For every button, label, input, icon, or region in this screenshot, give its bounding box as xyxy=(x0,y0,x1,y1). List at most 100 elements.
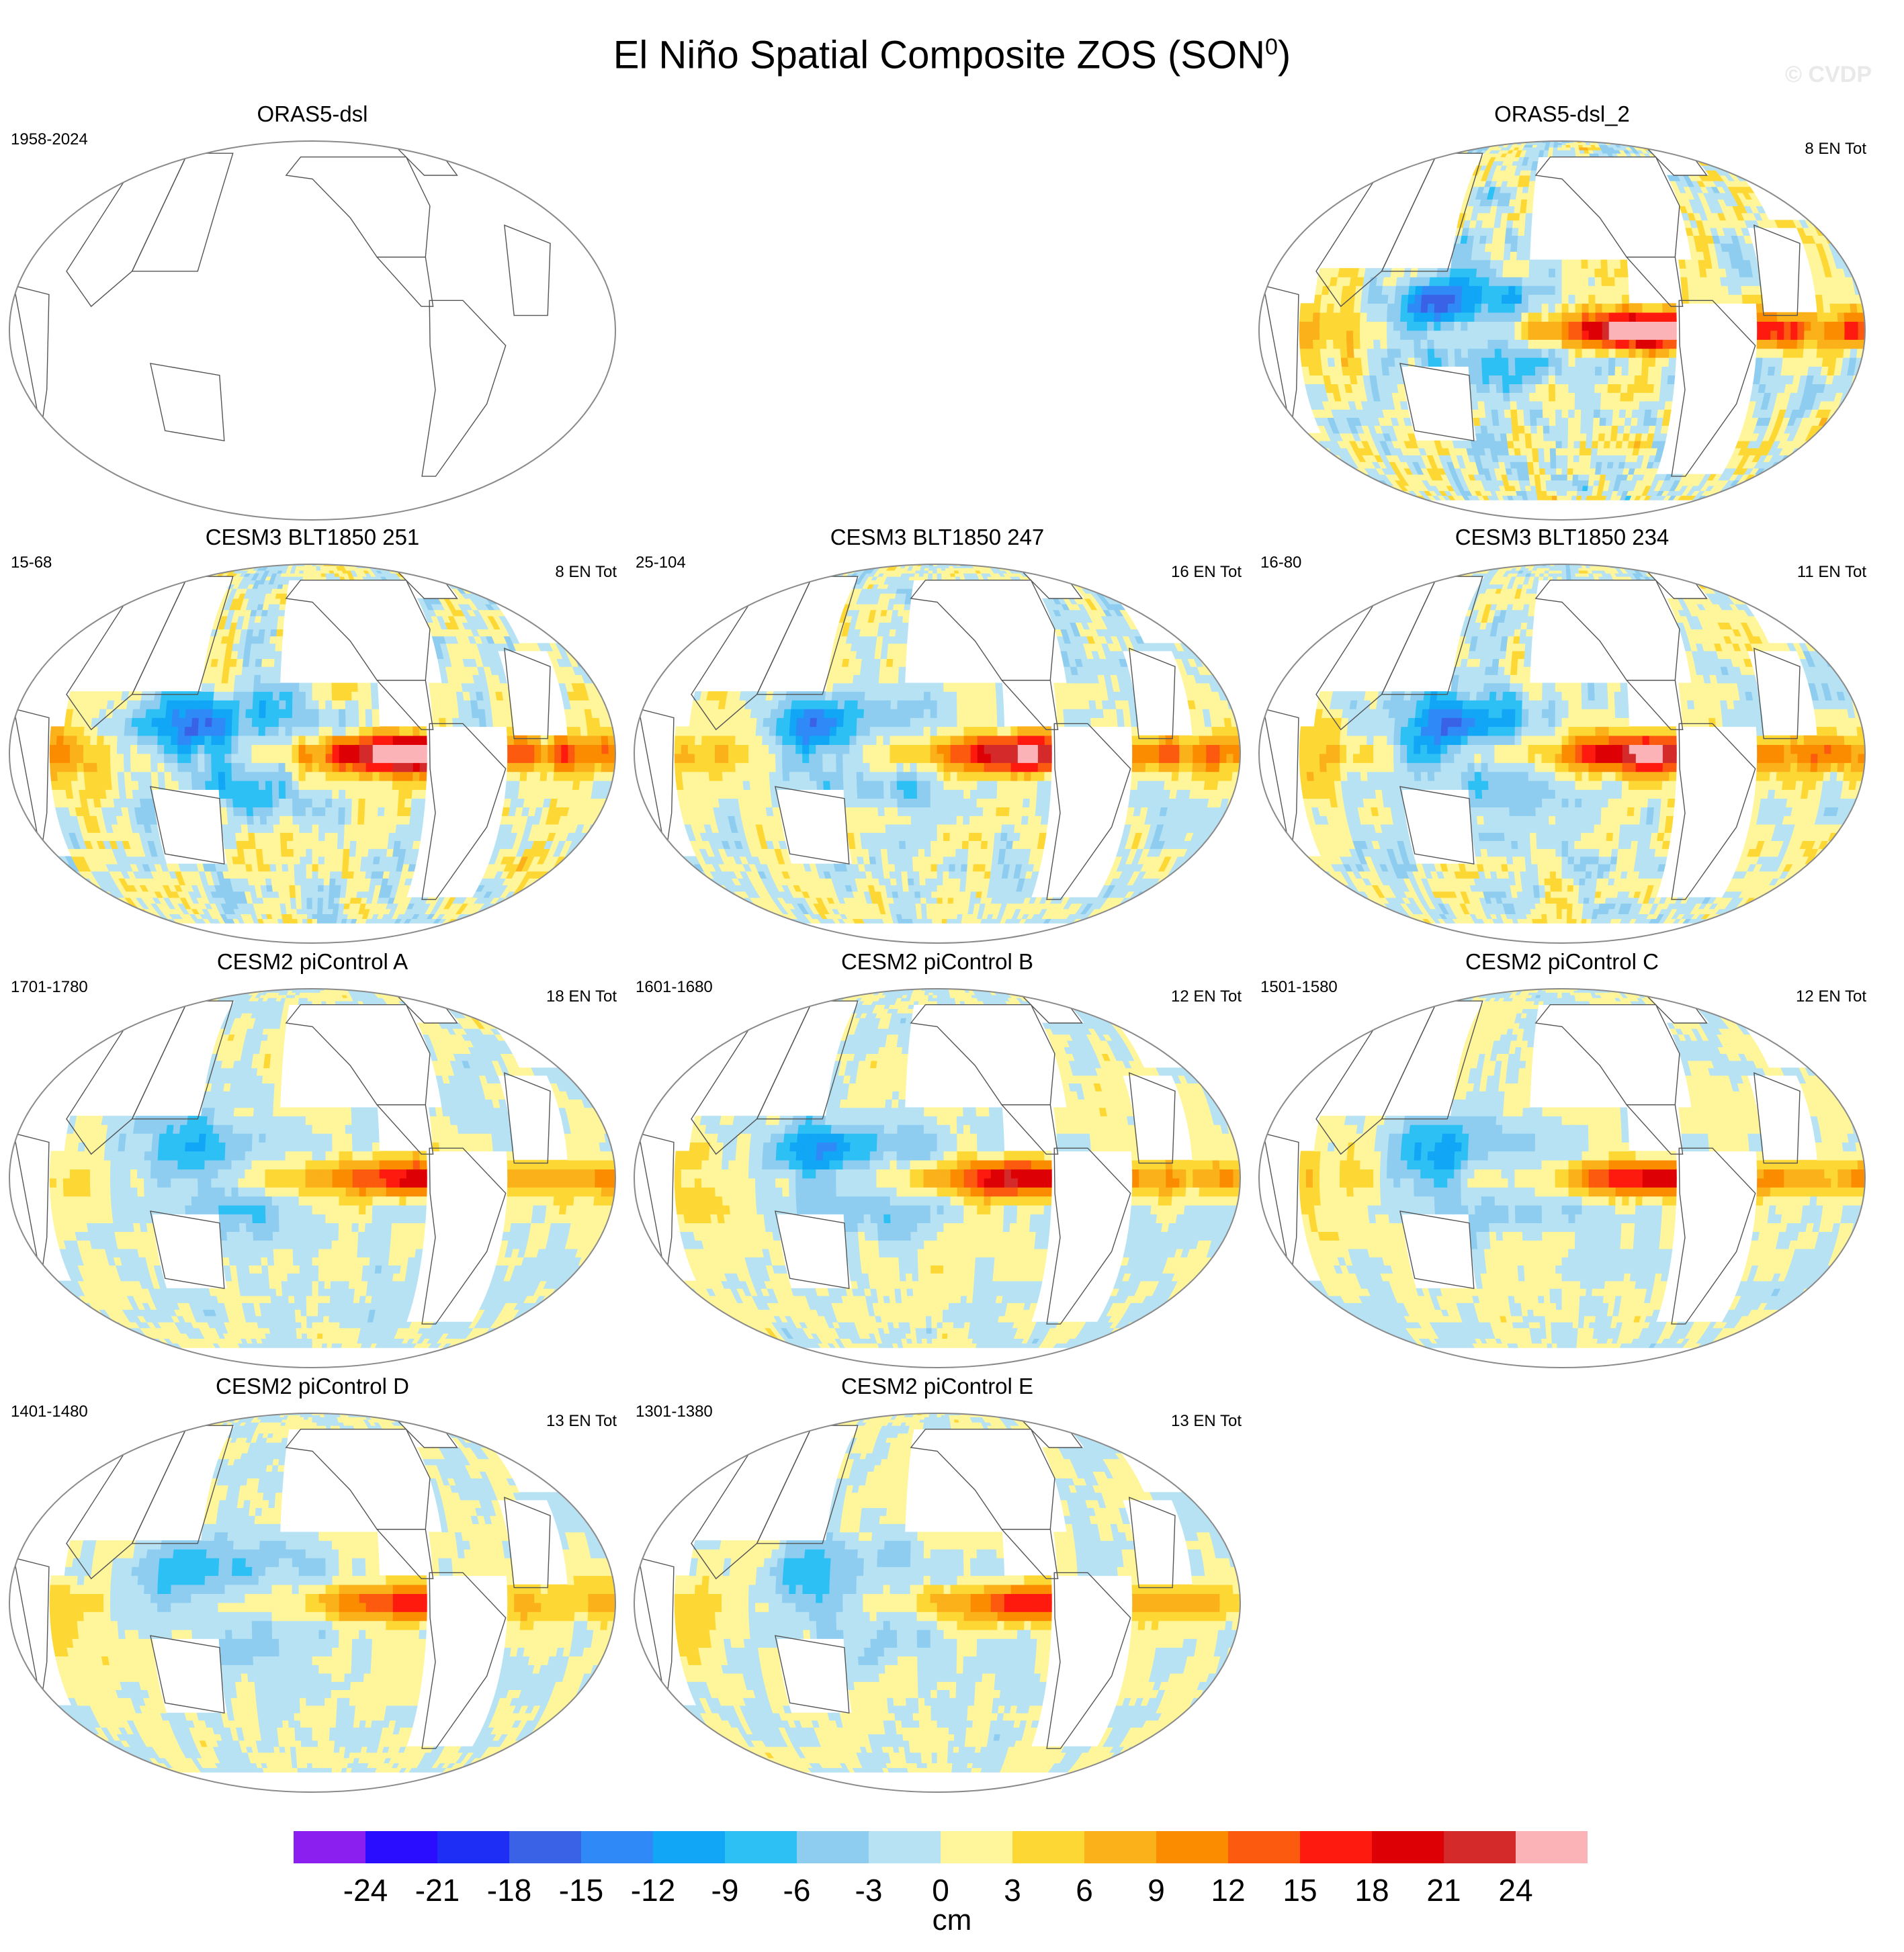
field-cells xyxy=(34,989,615,1348)
colorbar-swatch xyxy=(1228,1831,1300,1863)
map-panel: ORAS5-dsl 1958-2024 xyxy=(0,101,625,531)
panel-years-label: 1301-1380 xyxy=(636,1403,713,1421)
map-border xyxy=(1258,988,1866,1368)
map-field xyxy=(1258,564,1866,944)
map-border xyxy=(1258,564,1866,944)
colorbar-tick-label: 12 xyxy=(1211,1873,1245,1908)
map-field xyxy=(9,140,616,521)
field-cells xyxy=(34,564,615,924)
map-panel: CESM3 BLT1850 234 16-80 11 EN Tot xyxy=(1250,524,1874,954)
map-panel: CESM2 piControl B 1601-1680 12 EN Tot xyxy=(625,948,1250,1378)
panel-title: CESM2 piControl B xyxy=(625,948,1250,975)
map-panel: ORAS5-dsl_2 8 EN Tot xyxy=(1250,101,1874,531)
colorbar-tick-label: -24 xyxy=(343,1873,388,1908)
panel-years-label: 1701-1780 xyxy=(11,978,88,997)
colorbar-swatch xyxy=(1444,1831,1516,1863)
panel-event-count: 11 EN Tot xyxy=(1797,563,1866,582)
colorbar-tick-label: 0 xyxy=(932,1873,949,1908)
map-border xyxy=(634,988,1241,1368)
map-field xyxy=(634,1413,1241,1793)
map-border xyxy=(634,564,1241,944)
field-cells xyxy=(1283,141,1865,500)
chart-title: El Niño Spatial Composite ZOS (SON0) xyxy=(0,23,1904,79)
field-cells xyxy=(34,1413,615,1773)
panel-title: CESM2 piControl C xyxy=(1250,948,1874,975)
colorbar-swatch xyxy=(1156,1831,1228,1863)
colorbar-tick-label: 6 xyxy=(1076,1873,1093,1908)
panel-event-count: 12 EN Tot xyxy=(1796,987,1866,1006)
panel-years-label: 16-80 xyxy=(1260,553,1301,572)
colorbar-swatch xyxy=(941,1831,1012,1863)
panel-event-count: 16 EN Tot xyxy=(1171,563,1242,582)
map-panel: CESM2 piControl D 1401-1480 13 EN Tot xyxy=(0,1373,625,1803)
map-field xyxy=(1258,140,1866,521)
colorbar-swatch xyxy=(1300,1831,1372,1863)
panel-years-label: 1601-1680 xyxy=(636,978,713,997)
colorbar-swatch xyxy=(294,1831,365,1863)
field-cells xyxy=(1283,564,1865,924)
colorbar-swatch xyxy=(653,1831,725,1863)
colorbar-tick-label: -12 xyxy=(631,1873,675,1908)
colorbar-tick-label: 9 xyxy=(1148,1873,1165,1908)
map-border xyxy=(9,140,616,521)
map-panel: CESM3 BLT1850 251 15-68 8 EN Tot xyxy=(0,524,625,954)
colorbar-swatch xyxy=(1516,1831,1588,1863)
colorbar-swatch xyxy=(581,1831,653,1863)
map-field xyxy=(634,564,1241,944)
colorbar-tick-label: -21 xyxy=(415,1873,460,1908)
map-field xyxy=(1258,988,1866,1368)
map-border xyxy=(9,1413,616,1793)
panel-years-label: 1501-1580 xyxy=(1260,978,1338,997)
panel-title: ORAS5-dsl xyxy=(0,101,625,128)
panel-event-count: 8 EN Tot xyxy=(1805,140,1866,159)
map-field xyxy=(9,564,616,944)
panel-event-count: 18 EN Tot xyxy=(546,987,617,1006)
watermark: © CVDP xyxy=(1785,62,1872,88)
colorbar-tick-label: -18 xyxy=(487,1873,531,1908)
map-panel: CESM3 BLT1850 247 25-104 16 EN Tot xyxy=(625,524,1250,954)
colorbar-tick-label: -3 xyxy=(855,1873,883,1908)
field-cells xyxy=(658,989,1240,1348)
colorbar-swatch xyxy=(1012,1831,1084,1863)
map-field xyxy=(9,988,616,1368)
panel-years-label: 1401-1480 xyxy=(11,1403,88,1421)
panel-event-count: 13 EN Tot xyxy=(1171,1412,1242,1431)
colorbar-swatch xyxy=(1084,1831,1156,1863)
colorbar-swatch xyxy=(797,1831,869,1863)
colorbar-tick-label: 24 xyxy=(1498,1873,1532,1908)
field-cells xyxy=(658,564,1240,924)
colorbar-tick-label: -6 xyxy=(783,1873,811,1908)
colorbar-swatch xyxy=(725,1831,797,1863)
panel-title: CESM2 piControl E xyxy=(625,1373,1250,1400)
panel-title: CESM3 BLT1850 234 xyxy=(1250,524,1874,551)
panel-years-label: 15-68 xyxy=(11,553,52,572)
panel-years-label: 25-104 xyxy=(636,553,686,572)
map-field xyxy=(634,988,1241,1368)
colorbar-swatch xyxy=(869,1831,941,1863)
coastlines xyxy=(13,144,551,477)
colorbar-tick-label: -15 xyxy=(559,1873,603,1908)
coastlines xyxy=(13,1416,551,1749)
colorbar-units: cm xyxy=(918,1904,986,1937)
colorbar-tick-label: 21 xyxy=(1426,1873,1461,1908)
field-cells xyxy=(658,1413,1240,1773)
panel-title: ORAS5-dsl_2 xyxy=(1250,101,1874,128)
panel-title: CESM3 BLT1850 247 xyxy=(625,524,1250,551)
panel-title: CESM2 piControl D xyxy=(0,1373,625,1400)
map-border xyxy=(634,1413,1241,1793)
colorbar-tick-label: 15 xyxy=(1283,1873,1317,1908)
colorbar-swatch xyxy=(509,1831,581,1863)
map-panel: CESM2 piControl C 1501-1580 12 EN Tot xyxy=(1250,948,1874,1378)
coastlines xyxy=(1262,991,1801,1325)
map-border xyxy=(9,564,616,944)
field-cells xyxy=(1283,989,1865,1348)
map-border xyxy=(9,988,616,1368)
colorbar-swatch xyxy=(365,1831,437,1863)
panel-event-count: 8 EN Tot xyxy=(555,563,617,582)
map-panel: CESM2 piControl E 1301-1380 13 EN Tot xyxy=(625,1373,1250,1803)
colorbar-swatch xyxy=(437,1831,509,1863)
panel-event-count: 12 EN Tot xyxy=(1171,987,1242,1006)
colorbar-tick-label: -9 xyxy=(711,1873,739,1908)
colorbar-swatch xyxy=(1372,1831,1444,1863)
map-panel: CESM2 piControl A 1701-1780 18 EN Tot xyxy=(0,948,625,1378)
